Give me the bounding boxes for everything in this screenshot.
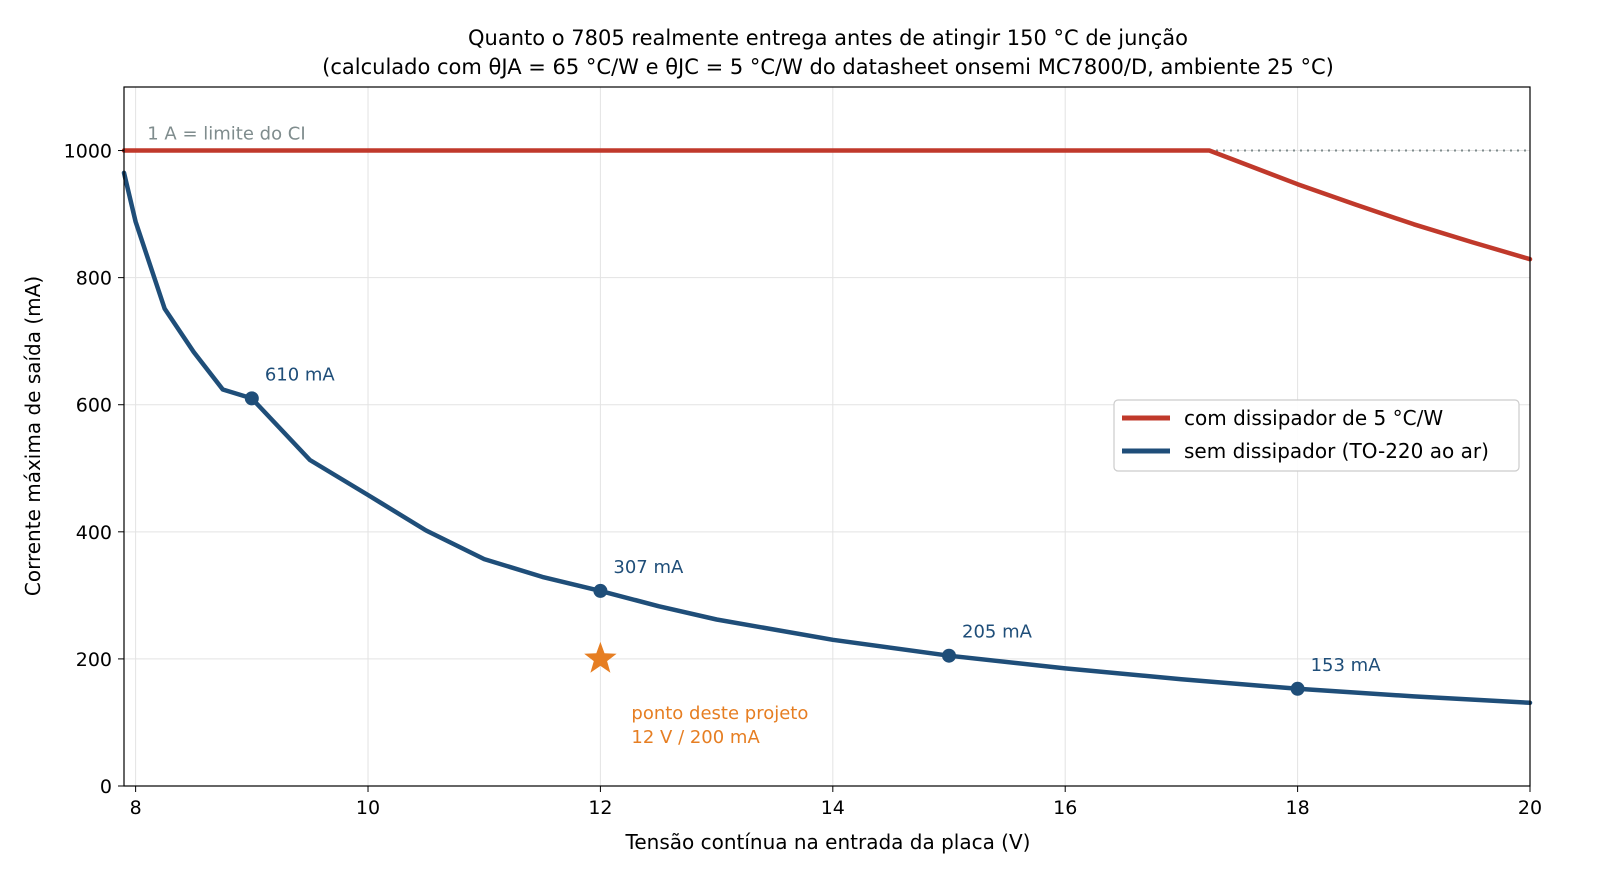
markers-group: 610 mA 307 mA 205 mA 153 mA [244, 364, 1382, 696]
y-axis-ticks: 0 200 400 600 800 1000 [64, 141, 124, 798]
project-point-star [584, 641, 617, 673]
project-point-label-line2: 12 V / 200 mA [631, 727, 760, 748]
x-tick-label: 14 [821, 797, 845, 819]
data-point-marker [593, 583, 608, 598]
data-point-label: 610 mA [265, 364, 336, 385]
legend-label-sem-dissipador: sem dissipador (TO-220 ao ar) [1184, 439, 1489, 463]
legend: com dissipador de 5 °C/W sem dissipador … [1113, 399, 1520, 472]
y-tick-label: 800 [76, 268, 112, 290]
y-tick-label: 200 [76, 649, 112, 671]
data-point-marker [1290, 681, 1305, 696]
data-point-marker [942, 648, 957, 663]
legend-box [1113, 399, 1520, 472]
series-line-com-dissipador [121, 148, 1533, 262]
series-line-sem-dissipador [121, 170, 1533, 706]
data-point-label: 153 mA [1311, 655, 1382, 676]
plot-frame [123, 86, 1531, 787]
series-group [121, 148, 1533, 706]
x-tick-label: 8 [130, 797, 142, 819]
x-axis-ticks: 8 10 12 14 16 18 20 [130, 786, 1542, 819]
limit-line-label: 1 A = limite do CI [147, 124, 305, 145]
y-tick-label: 0 [100, 776, 112, 798]
legend-label-com-dissipador: com dissipador de 5 °C/W [1184, 406, 1443, 430]
project-point-label-line1: ponto deste projeto [631, 703, 808, 724]
x-tick-label: 20 [1518, 797, 1542, 819]
x-axis-label: Tensão contínua na entrada da placa (V) [625, 830, 1031, 854]
chart-subtitle: (calculado com θJA = 65 °C/W e θJC = 5 °… [322, 55, 1334, 79]
data-point-label: 205 mA [962, 622, 1033, 643]
y-tick-label: 600 [76, 395, 112, 417]
x-tick-label: 18 [1286, 797, 1310, 819]
data-point-marker [244, 391, 259, 406]
limit-line-group: 1 A = limite do CI [124, 124, 1530, 152]
y-axis-label: Corrente máxima de saída (mA) [21, 276, 45, 596]
y-tick-label: 400 [76, 522, 112, 544]
chart-title: Quanto o 7805 realmente entrega antes de… [468, 26, 1188, 50]
x-tick-label: 16 [1053, 797, 1077, 819]
project-point-group: ponto deste projeto 12 V / 200 mA [584, 641, 808, 748]
x-tick-label: 12 [588, 797, 612, 819]
data-point-label: 307 mA [613, 557, 684, 578]
x-tick-label: 10 [356, 797, 380, 819]
y-tick-label: 1000 [64, 141, 112, 163]
